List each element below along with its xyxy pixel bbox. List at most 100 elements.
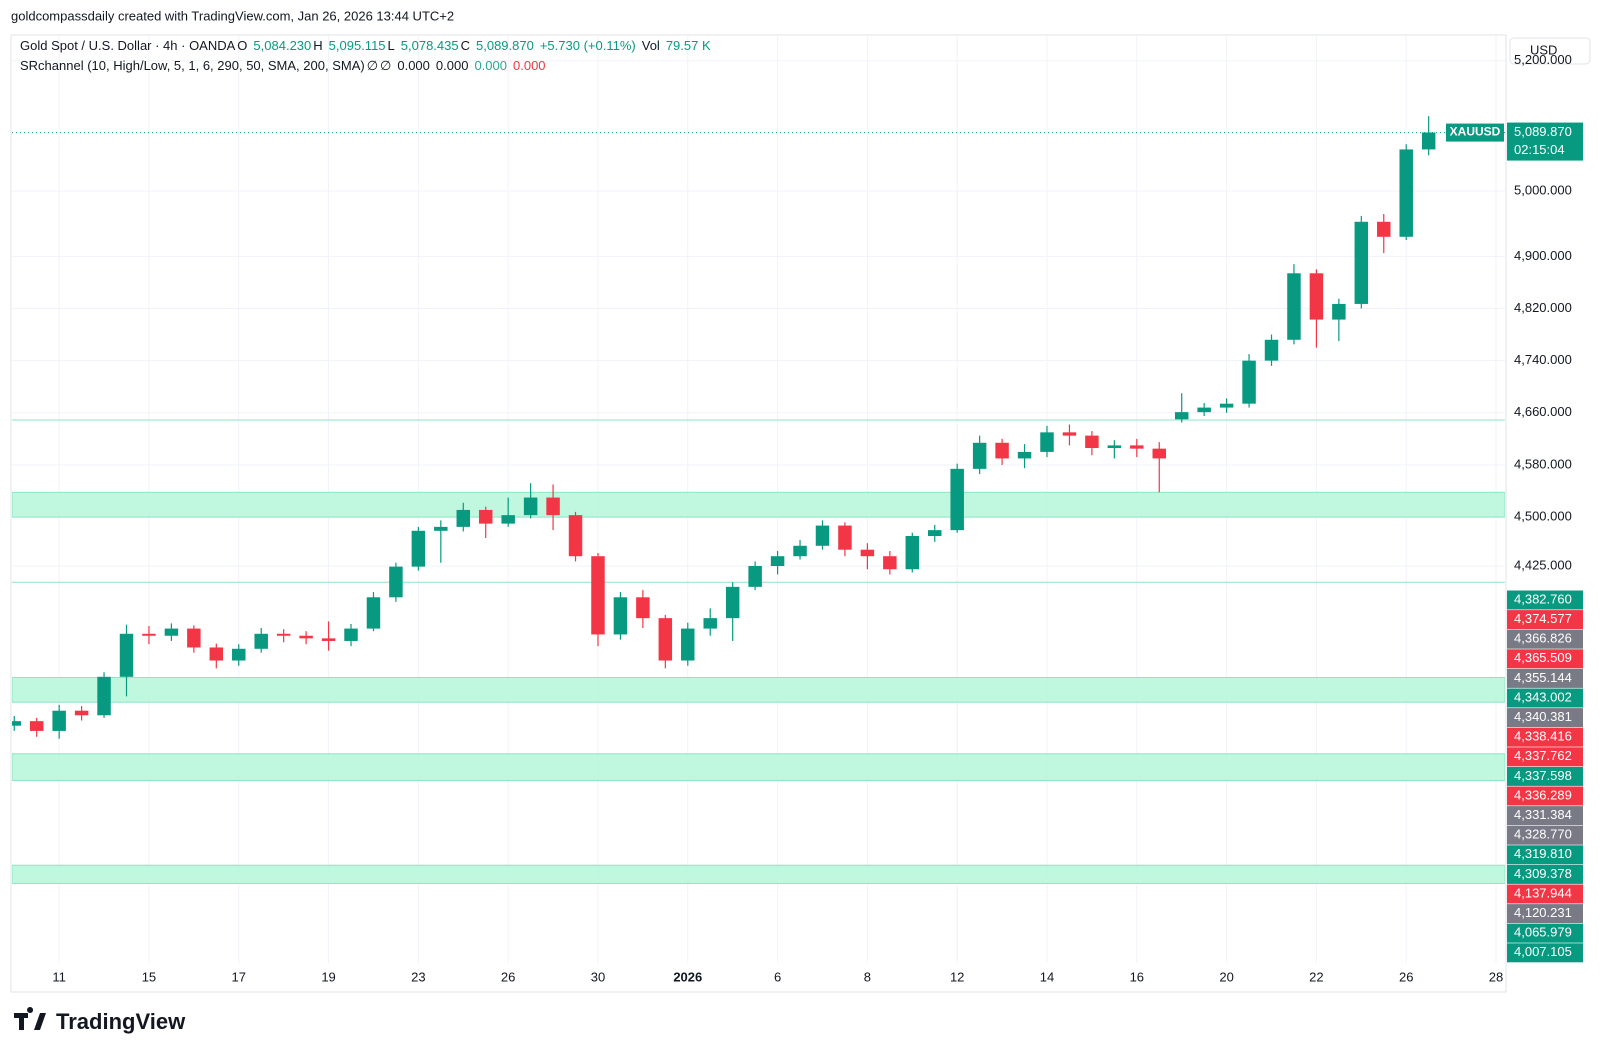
candle-body	[1264, 339, 1279, 361]
price-label: 4,137.944	[1514, 885, 1572, 900]
candle-body	[748, 565, 762, 587]
price-label: 4,340.381	[1514, 709, 1572, 724]
price-label-badge	[1507, 923, 1583, 943]
plot-area	[12, 36, 1505, 963]
x-tick-label: 15	[142, 969, 156, 984]
currency[interactable]: USD	[1530, 42, 1557, 57]
legend-item: H	[313, 38, 322, 53]
x-tick-label: 11	[52, 969, 66, 984]
legend-item: L	[388, 38, 395, 53]
candle-body	[1017, 451, 1032, 459]
logo: TradingView	[14, 1007, 186, 1034]
candle-body	[74, 710, 89, 716]
price-label-badge	[1507, 629, 1583, 649]
legend-item: Gold Spot / U.S. Dollar · 4h · OANDA	[20, 38, 236, 53]
credit: goldcompassdaily created with TradingVie…	[11, 8, 454, 23]
legend-item: ∅	[380, 58, 391, 73]
price-label-badge	[1507, 766, 1583, 786]
candle-body	[928, 530, 942, 537]
legend-item: 0.000	[513, 58, 546, 73]
price-label-badge	[1507, 649, 1583, 669]
candle-body	[860, 549, 875, 557]
price-label: 4,365.509	[1514, 650, 1572, 665]
candle-body	[972, 442, 987, 469]
x-tick-label: 22	[1309, 969, 1323, 984]
candle-body	[658, 618, 673, 661]
y-tick-label: 4,500.000	[1514, 509, 1572, 524]
legend-line: SRchannel (10, High/Low, 5, 1, 6, 290, 5…	[20, 58, 546, 73]
price-label: 4,309.378	[1514, 866, 1572, 881]
x-tick-label: 12	[950, 969, 964, 984]
price-label: 4,343.002	[1514, 689, 1572, 704]
candle-body	[119, 633, 134, 677]
candle-body	[321, 638, 336, 641]
candle-body	[905, 536, 920, 570]
candle-body	[995, 442, 1009, 459]
logo-text: TradingView	[56, 1009, 186, 1034]
price-label-badge	[1507, 668, 1583, 688]
price-label: 4,382.760	[1514, 591, 1572, 606]
candle-body	[52, 710, 66, 731]
candle-body	[366, 597, 381, 629]
candle-body	[478, 509, 493, 524]
x-tick-label: 28	[1489, 969, 1503, 984]
price-label: 4,336.289	[1514, 787, 1572, 802]
candle-body	[97, 676, 111, 716]
candle-body	[1377, 221, 1391, 237]
legend-item: SRchannel (10, High/Low, 5, 1, 6, 290, 5…	[20, 58, 365, 73]
countdown: 02:15:04	[1514, 142, 1565, 157]
price-label: 4,337.762	[1514, 748, 1572, 763]
price-label: 4,120.231	[1514, 905, 1572, 920]
price-label: 4,328.770	[1514, 827, 1572, 842]
price-label: 4,337.598	[1514, 768, 1572, 783]
y-tick-label: 4,660.000	[1514, 404, 1572, 419]
y-tick-label: 5,000.000	[1514, 183, 1572, 198]
candle-body	[1332, 303, 1346, 320]
x-tick-label: 19	[321, 969, 335, 984]
y-tick-label: 4,425.000	[1514, 557, 1572, 572]
candle-body	[1399, 149, 1413, 237]
x-tick-label: 17	[232, 969, 246, 984]
candle-body	[546, 497, 560, 516]
candle-body	[12, 721, 21, 726]
symbol-label: XAUUSD	[1450, 125, 1501, 139]
candle-body	[793, 545, 807, 557]
candle-body	[523, 497, 538, 516]
candle-body	[770, 556, 785, 566]
candle-body	[232, 648, 246, 661]
x-tick-label: 6	[774, 969, 781, 984]
price-label-badge	[1507, 943, 1583, 963]
price-label-badge	[1507, 864, 1583, 884]
candle-body	[1219, 403, 1234, 408]
price-label-badge	[1507, 884, 1583, 904]
candle-body	[501, 515, 515, 524]
price-label: 4,374.577	[1514, 611, 1572, 626]
candle-body	[883, 556, 897, 570]
candle-body	[1062, 432, 1077, 436]
price-badge	[1507, 122, 1583, 161]
candle-body	[411, 530, 426, 567]
price-label: 4,319.810	[1514, 846, 1572, 861]
candle-body	[1421, 132, 1436, 150]
currency-button[interactable]	[1509, 37, 1591, 65]
sr-zone	[12, 491, 1505, 518]
price-label: 4,007.105	[1514, 944, 1572, 959]
y-tick-label: 4,900.000	[1514, 248, 1572, 263]
legend-item: +5.730 (+0.11%)	[540, 38, 636, 53]
legend-item: ∅	[367, 58, 378, 73]
candle-body	[591, 556, 605, 635]
legend-item: O	[237, 38, 247, 53]
x-tick-label: 26	[501, 969, 515, 984]
legend-item: 5,089.870	[476, 38, 534, 53]
legend-item: 0.000	[436, 58, 469, 73]
candle-body	[1174, 412, 1189, 420]
logo-icon	[14, 1007, 46, 1030]
price-label-badge	[1507, 688, 1583, 708]
sr-zone	[12, 753, 1505, 781]
price-label: 4,338.416	[1514, 729, 1572, 744]
candle-body	[703, 618, 717, 629]
symbol-badge	[1446, 123, 1504, 142]
legend-item: 5,084.230	[253, 38, 311, 53]
candle-body	[725, 586, 740, 619]
